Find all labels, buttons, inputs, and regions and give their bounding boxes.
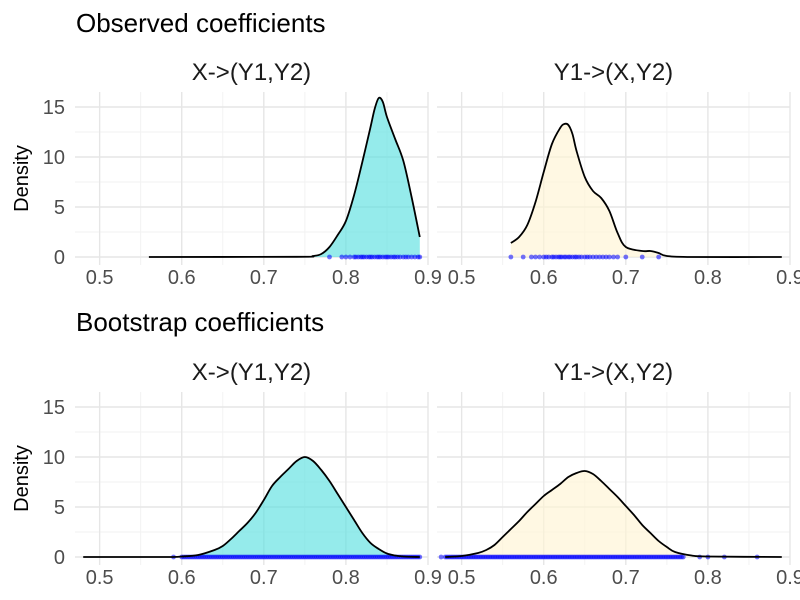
x-tick-label: 0.9	[414, 567, 442, 589]
y-tick-label: 0	[54, 247, 65, 269]
rug-point	[611, 254, 616, 260]
x-tick-label: 0.9	[414, 267, 442, 289]
density-curve	[510, 122, 782, 258]
x-tick-label: 0.5	[448, 267, 476, 289]
density-fill	[83, 457, 420, 558]
row-bootstrap: Bootstrap coefficients Density X->(Y1,Y2) 0…	[11, 307, 800, 589]
rug-point	[587, 254, 593, 260]
x-tick-label: 0.8	[694, 267, 722, 289]
x-tick-label: 0.7	[250, 267, 278, 289]
rug-point	[438, 554, 444, 560]
density-fill	[510, 123, 659, 257]
rug-point	[590, 254, 596, 260]
x-tick-label: 0.6	[168, 567, 196, 589]
rug-point	[606, 254, 612, 260]
density-curve	[83, 456, 420, 558]
panel-y1-to-xy2: Y1->(X,Y2) 0.5 0.6 0.7 0.8 0.9	[437, 359, 800, 589]
y-tick-label: 10	[43, 447, 65, 469]
row-observed: Observed coefficients Density X->(Y1,Y2) 0.…	[11, 8, 800, 289]
rug-point	[327, 254, 332, 260]
rug-point	[656, 254, 662, 260]
rug-point	[343, 254, 349, 260]
rug-point	[520, 254, 526, 260]
rug-point	[405, 254, 411, 260]
x-tick-label: 0.5	[86, 267, 114, 289]
rug-point	[593, 254, 599, 260]
density-fill	[313, 97, 420, 257]
x-tick-label: 0.8	[694, 567, 722, 589]
rug-point	[412, 254, 418, 260]
facet-strip-label: X->(Y1,Y2)	[192, 359, 311, 386]
x-tick-label: 0.8	[332, 567, 360, 589]
rug-point	[603, 254, 609, 260]
rug-point	[409, 254, 414, 260]
x-tick-label: 0.6	[168, 267, 196, 289]
row-title: Observed coefficients	[76, 8, 326, 38]
x-tick-label: 0.6	[530, 567, 558, 589]
x-tick-label: 0.9	[776, 567, 800, 589]
rug-point	[680, 554, 686, 560]
density-curve	[148, 96, 421, 258]
x-tick-label: 0.5	[448, 567, 476, 589]
y-axis-label: Density	[11, 445, 33, 512]
y-tick-label: 5	[54, 197, 65, 219]
panel-y1-to-xy2: Y1->(X,Y2) 0.5 0.6 0.7 0.8 0.9	[437, 59, 800, 289]
rug-point	[347, 254, 353, 260]
x-tick-label: 0.7	[612, 567, 640, 589]
x-tick-label: 0.7	[250, 567, 278, 589]
facet-strip-label: Y1->(X,Y2)	[554, 359, 673, 386]
x-tick-label: 0.7	[612, 267, 640, 289]
y-tick-label: 15	[43, 97, 65, 119]
row-title: Bootstrap coefficients	[76, 307, 324, 337]
x-tick-label: 0.5	[86, 567, 114, 589]
rug-point	[546, 254, 552, 260]
rug-point	[600, 254, 606, 260]
y-tick-label: 0	[54, 547, 65, 569]
rug-point	[537, 254, 543, 260]
density-fill	[445, 470, 782, 557]
panel-x-to-y1y2: X->(Y1,Y2) 0.5 0.6 0.7 0.8 0.9 0 5 10 15	[43, 59, 442, 289]
y-tick-label: 10	[43, 147, 65, 169]
rug-point	[579, 254, 584, 260]
x-tick-label: 0.8	[332, 267, 360, 289]
facet-strip-label: X->(Y1,Y2)	[192, 59, 311, 86]
panel-x-to-y1y2: X->(Y1,Y2) 0.5 0.6 0.7 0.8 0.9 0 5 10 15	[43, 359, 442, 589]
rug-point	[397, 254, 403, 260]
rug-point	[533, 254, 538, 260]
rug-point	[508, 254, 514, 260]
rug-point	[615, 254, 621, 260]
rug-point	[597, 254, 602, 260]
facet-strip-label: Y1->(X,Y2)	[554, 59, 673, 86]
y-tick-label: 15	[43, 397, 65, 419]
density-curve	[445, 470, 782, 558]
y-axis-label: Density	[11, 145, 33, 212]
rug-point	[529, 254, 534, 260]
y-tick-label: 5	[54, 497, 65, 519]
x-tick-label: 0.6	[530, 267, 558, 289]
x-tick-label: 0.9	[776, 267, 800, 289]
rug-point	[623, 254, 629, 260]
rug-point	[417, 254, 423, 260]
rug-point	[639, 254, 645, 260]
rug-point	[339, 254, 345, 260]
